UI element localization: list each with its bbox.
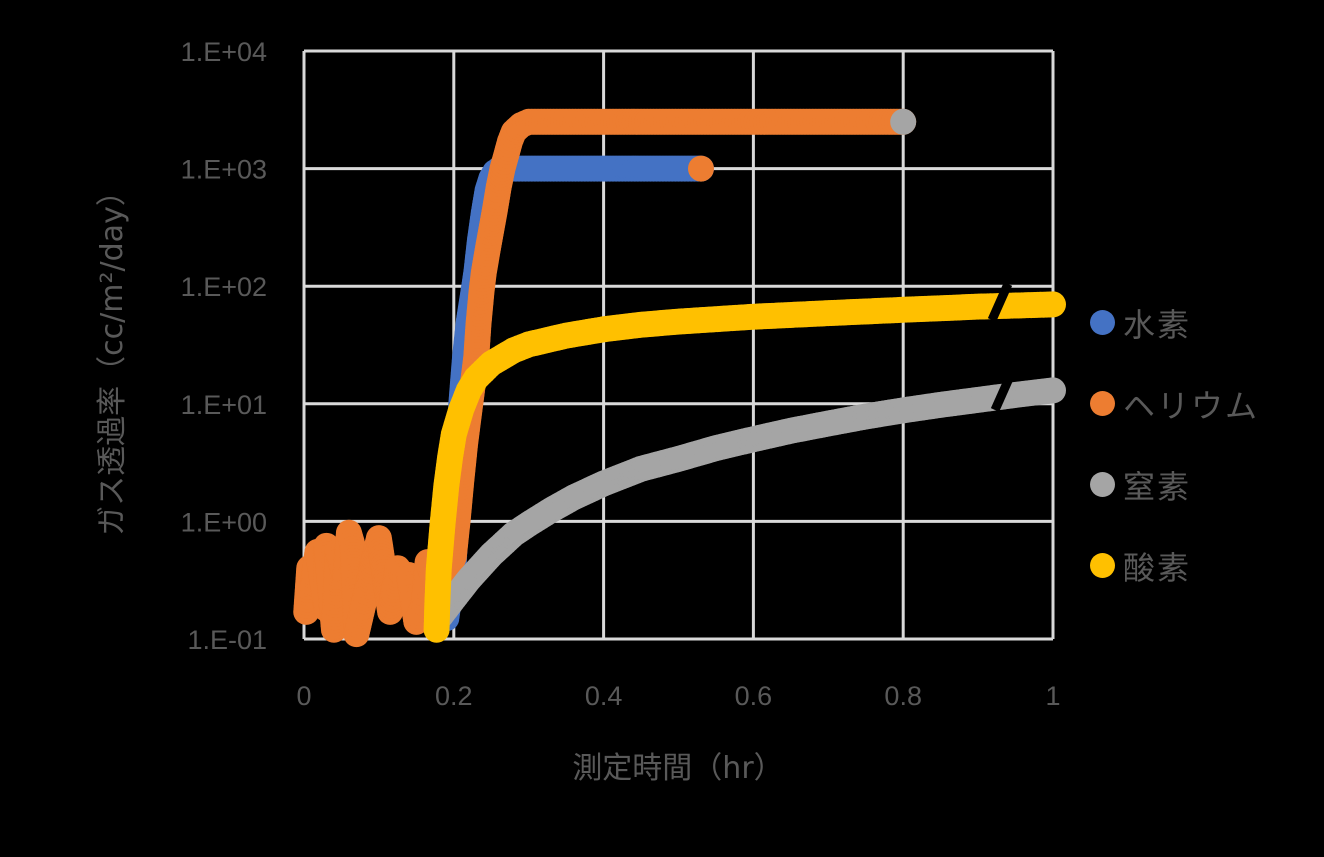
y-tick-label: 1.E-01 (187, 625, 267, 655)
x-tick-label: 0.4 (585, 681, 623, 711)
break-mark-icon (990, 372, 1016, 412)
legend-item-hydrogen[interactable]: 水素 (1090, 282, 1259, 363)
legend-marker-icon (1090, 391, 1115, 416)
series-窒素 (425, 108, 1066, 632)
y-tick-label: 1.E+02 (181, 272, 267, 302)
legend-label: ヘリウム (1123, 386, 1260, 425)
legend-marker-icon (1090, 472, 1115, 497)
y-tick-label: 1.E+03 (181, 155, 267, 185)
chart-legend: 水素 ヘリウム 窒素 酸素 (1090, 282, 1259, 606)
legend-item-oxygen[interactable]: 酸素 (1090, 525, 1259, 606)
y-tick-label: 1.E+04 (181, 37, 267, 67)
series-酸素 (423, 291, 1066, 643)
x-tick-label: 1 (1045, 681, 1060, 711)
legend-label: 窒素 (1123, 467, 1192, 506)
y-tick-label: 1.E+00 (181, 507, 267, 537)
legend-item-helium[interactable]: ヘリウム (1090, 363, 1259, 444)
x-tick-label: 0.6 (735, 681, 773, 711)
legend-marker-icon (1090, 310, 1115, 335)
x-axis-tick-labels: 0 0.2 0.4 0.6 0.8 1 (296, 681, 1060, 711)
x-axis-title: 測定時間（hr） (572, 751, 783, 786)
x-tick-label: 0.8 (884, 681, 922, 711)
x-tick-label: 0.2 (435, 681, 473, 711)
y-tick-label: 1.E+01 (181, 390, 267, 420)
y-axis-title: ガス透過率（cc/m²/day） (95, 176, 130, 536)
legend-label: 酸素 (1123, 548, 1192, 587)
x-tick-label: 0 (296, 681, 311, 711)
legend-label: 水素 (1123, 305, 1192, 344)
y-axis-tick-labels: 1.E-01 1.E+00 1.E+01 1.E+02 1.E+03 1.E+04 (181, 37, 267, 655)
legend-marker-icon (1090, 553, 1115, 578)
series-ヘリウム (293, 108, 917, 648)
plot-series (293, 108, 1066, 648)
legend-item-nitrogen[interactable]: 窒素 (1090, 444, 1259, 525)
axis-break-marks (987, 282, 1016, 412)
break-mark-icon (987, 282, 1013, 322)
plot-gridlines (302, 49, 1055, 641)
